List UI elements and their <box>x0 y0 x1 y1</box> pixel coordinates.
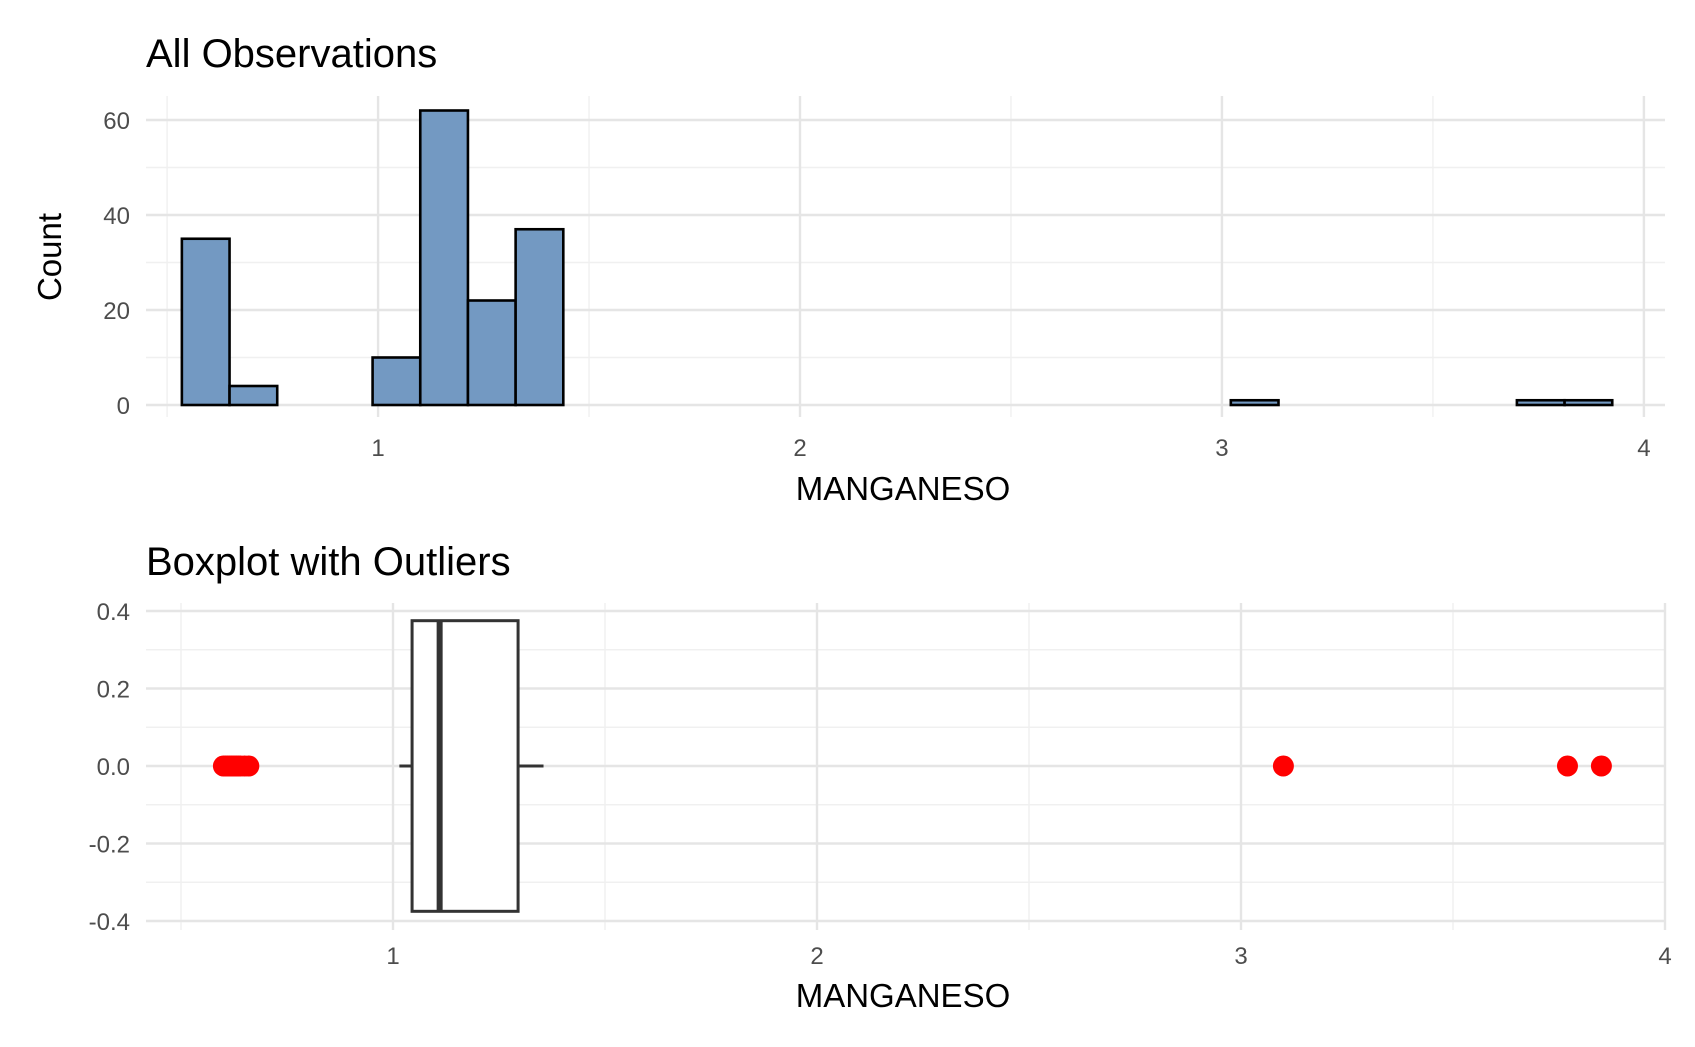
histogram-y-tick-labels: 0 20 40 60 <box>103 108 130 420</box>
boxplot-y-tick-labels: -0.4 -0.2 0.0 0.2 0.4 <box>89 599 130 936</box>
histogram-x-axis-title: MANGANESO <box>796 470 1011 507</box>
boxplot-x-axis-title: MANGANESO <box>796 977 1011 1014</box>
histogram-x-tick-label: 4 <box>1637 435 1650 462</box>
boxplot-x-tick-label: 3 <box>1234 943 1247 970</box>
boxplot-y-tick-label: 0.2 <box>97 677 130 704</box>
boxplot-x-tick-label: 1 <box>386 943 399 970</box>
boxplot-outlier-point <box>1590 755 1612 777</box>
boxplot-panel: 1 2 3 4 -0.4 -0.2 0.0 0.2 0.4 Boxplot with Outl… <box>89 540 1672 1014</box>
histogram-bar <box>514 227 565 407</box>
histogram-y-tick-label: 0 <box>117 393 130 420</box>
boxplot-y-tick-label: -0.2 <box>89 832 130 859</box>
histogram-bars <box>180 109 1614 407</box>
histogram-title: All Observations <box>146 32 437 76</box>
histogram-x-tick-label: 1 <box>371 435 384 462</box>
boxplot-marks <box>399 619 544 913</box>
boxplot-title: Boxplot with Outliers <box>146 540 511 584</box>
histogram-bar <box>180 237 231 407</box>
boxplot-x-tick-label: 4 <box>1658 943 1671 970</box>
histogram-bar <box>1563 398 1614 407</box>
boxplot-outlier-point <box>1556 755 1578 777</box>
histogram-x-tick-label: 3 <box>1215 435 1228 462</box>
boxplot-y-tick-label: -0.4 <box>89 909 130 936</box>
boxplot-y-tick-label: 0.0 <box>97 754 130 781</box>
histogram-bar <box>466 299 517 407</box>
boxplot-y-tick-label: 0.4 <box>97 599 130 626</box>
boxplot-outlier-point <box>238 755 260 777</box>
histogram-bar <box>1515 398 1566 407</box>
histogram-bar <box>371 356 422 407</box>
histogram-y-tick-label: 40 <box>103 203 130 230</box>
histogram-y-tick-label: 20 <box>103 298 130 325</box>
histogram-bar <box>1229 398 1280 407</box>
histogram-y-axis-title: Count <box>31 213 68 301</box>
boxplot-box <box>410 619 520 913</box>
boxplot-outlier-point <box>1272 755 1294 777</box>
histogram-x-tick-label: 2 <box>793 435 806 462</box>
boxplot-x-tick-label: 2 <box>810 943 823 970</box>
boxplot-grid <box>146 603 1667 930</box>
histogram-bar <box>228 384 279 407</box>
histogram-x-tick-labels: 1 2 3 4 <box>371 435 1650 462</box>
histogram-bar <box>418 109 470 407</box>
histogram-y-tick-label: 60 <box>103 108 130 135</box>
boxplot-outliers <box>212 755 1612 777</box>
boxplot-x-tick-labels: 1 2 3 4 <box>386 943 1671 970</box>
